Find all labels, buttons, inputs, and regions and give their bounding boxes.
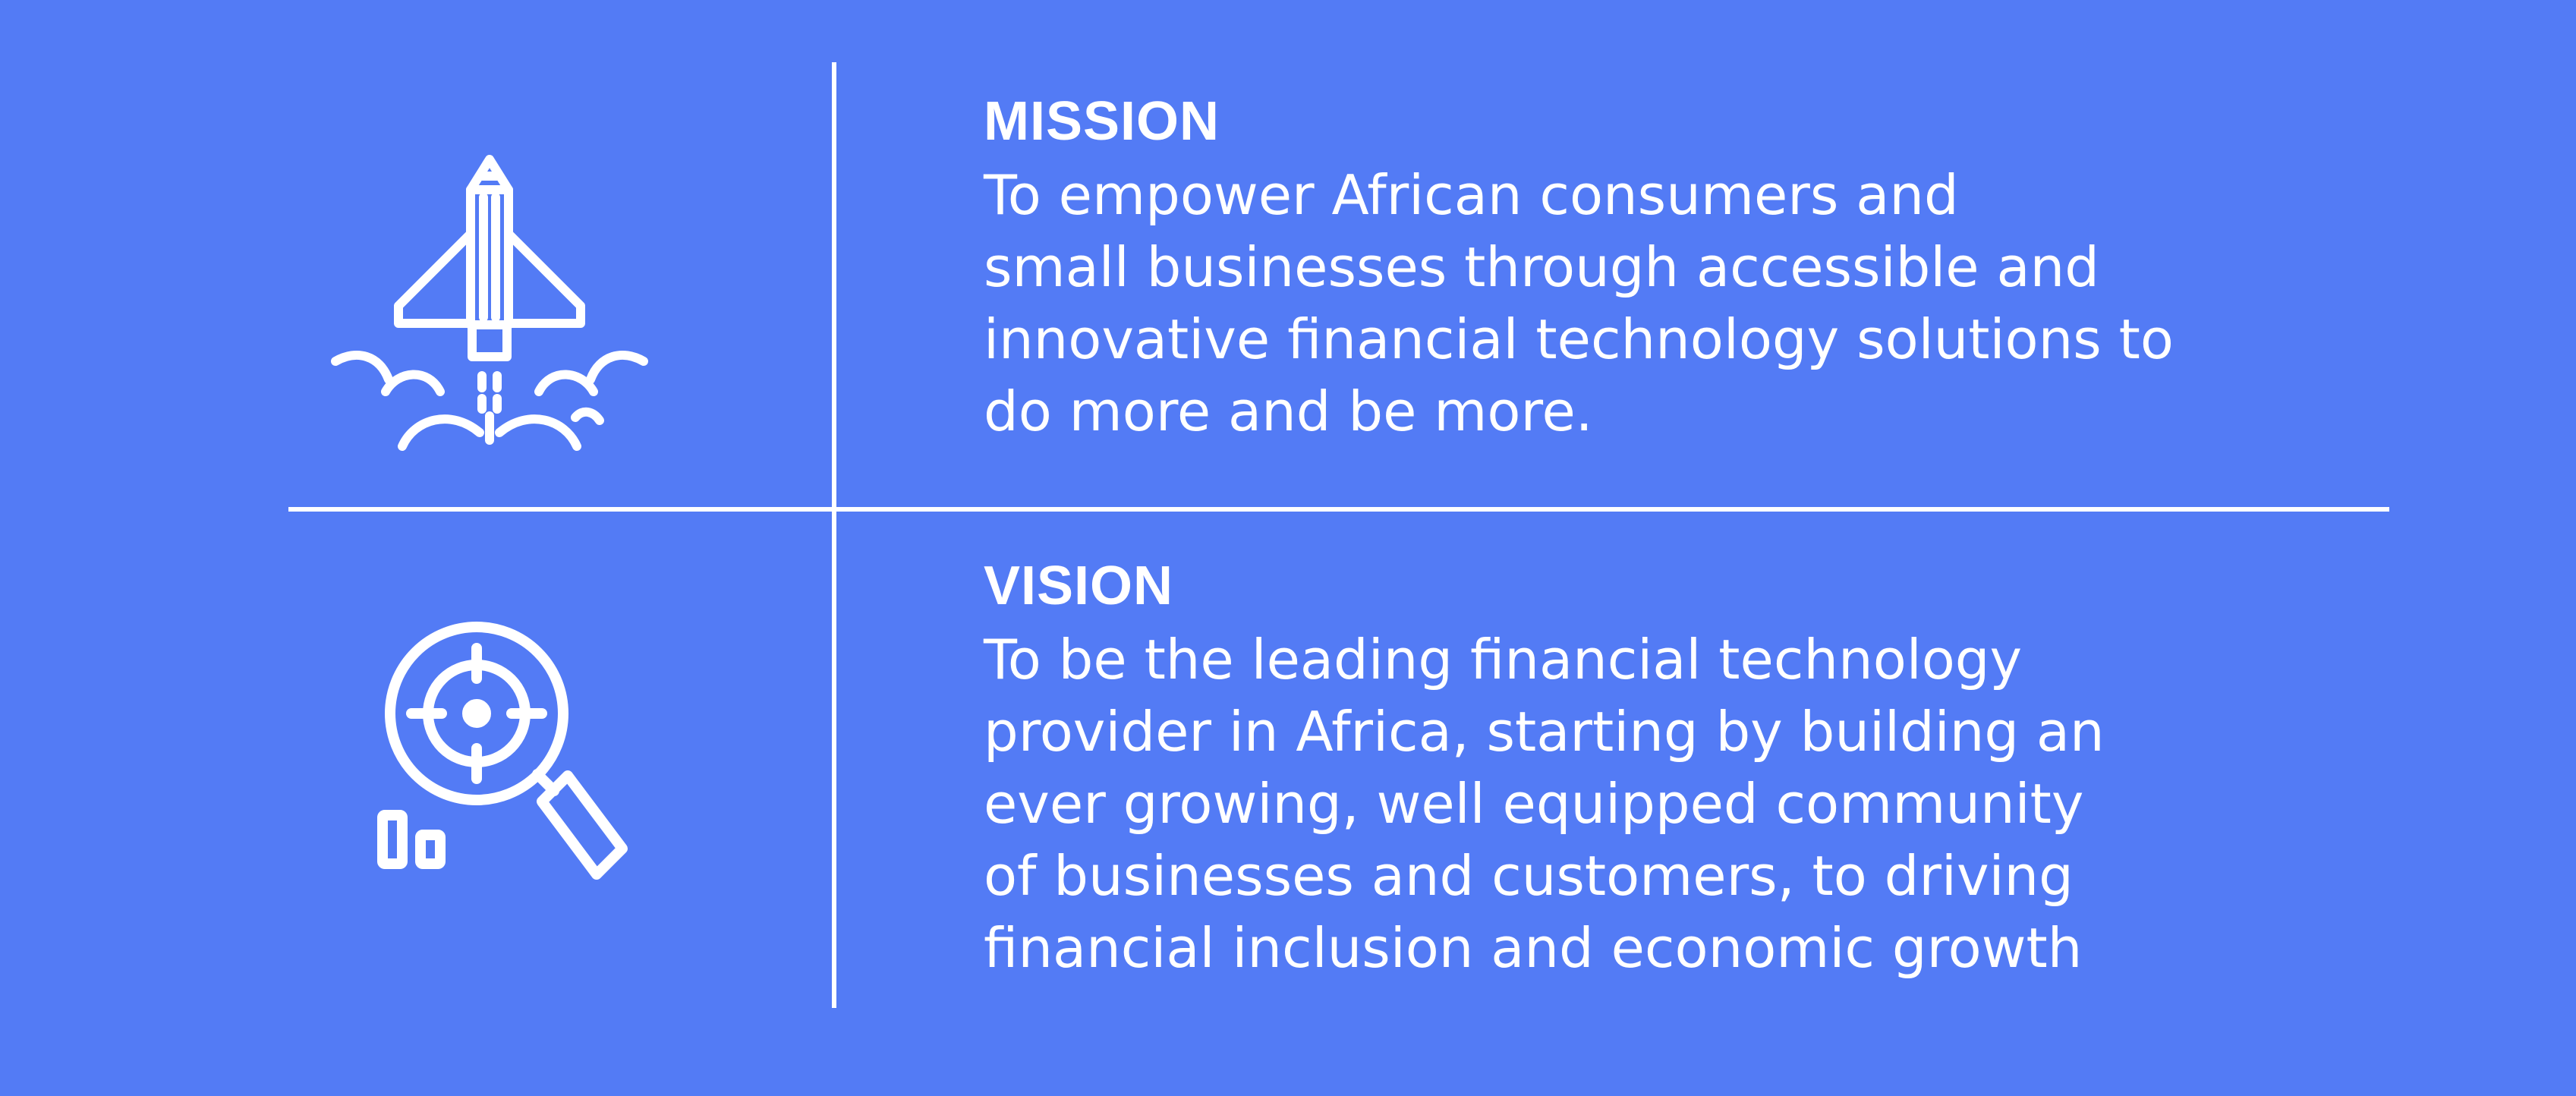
vision-text-line: To be the leading financial technology [984, 628, 2023, 691]
vision-heading: VISION [984, 556, 1174, 616]
vertical-divider [832, 62, 836, 1008]
mission-section: MISSION To empower African consumers and… [984, 90, 2486, 448]
mission-body: To empower African consumers and small b… [984, 159, 2486, 448]
mission-text-line: To empower African consumers and [984, 163, 1959, 227]
vision-text-line: ever growing, well equipped community [984, 772, 2084, 836]
vision-text-line: of businesses and customers, to driving [984, 844, 2074, 908]
vision-text-line: financial inclusion and economic growth [984, 916, 2083, 980]
vision-body: To be the leading financial technology p… [984, 624, 2486, 984]
magnifier-target-icon [372, 621, 630, 924]
rocket-launch-icon [326, 150, 653, 454]
vision-section: VISION To be the leading financial techn… [984, 554, 2486, 984]
mission-text-line: small businesses through accessible and [984, 235, 2099, 299]
horizontal-divider [288, 507, 2389, 512]
mission-heading: MISSION [984, 91, 1220, 152]
mission-text-line: do more and be more. [984, 380, 1593, 443]
vision-text-line: provider in Africa, starting by building… [984, 700, 2105, 764]
mission-text-line: innovative financial technology solution… [984, 307, 2174, 371]
